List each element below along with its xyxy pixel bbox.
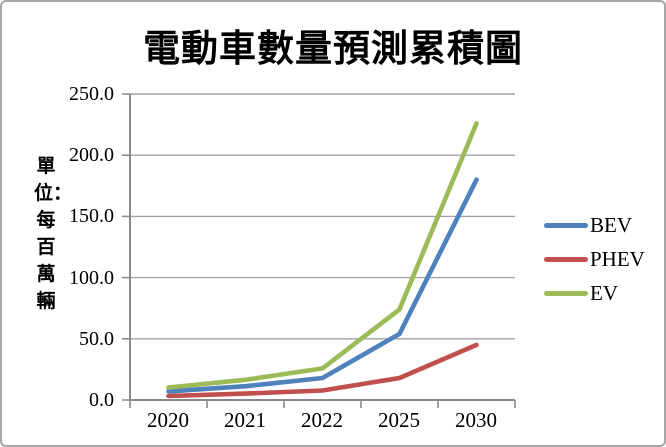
y-tick-label-100: 100.0 bbox=[69, 267, 114, 289]
y-tick-label-50: 50.0 bbox=[79, 328, 114, 350]
series-line-bev bbox=[166, 177, 479, 394]
legend-line-ev-swatch bbox=[544, 290, 588, 296]
legend-item-bev: BEV bbox=[544, 212, 645, 238]
x-tick-label-2022: 2022 bbox=[301, 408, 343, 432]
x-tick-label-2021: 2021 bbox=[224, 408, 266, 432]
legend-line-bev-swatch bbox=[544, 222, 588, 228]
y-tick-label-0: 0.0 bbox=[89, 389, 114, 411]
series-line-phev bbox=[166, 342, 479, 399]
y-tick-label-150: 150.0 bbox=[69, 205, 114, 227]
legend-line-phev-swatch bbox=[544, 256, 588, 262]
legend-item-ev: EV bbox=[544, 280, 645, 306]
series-line-ev bbox=[166, 121, 479, 390]
y-tick-label-200: 200.0 bbox=[69, 144, 114, 166]
legend: BEV PHEV EV bbox=[544, 212, 645, 306]
x-tick-label-2020: 2020 bbox=[147, 408, 189, 432]
chart-title: 電動車數量預測累積圖 bbox=[143, 29, 523, 70]
legend-label-phev: PHEV bbox=[590, 247, 645, 271]
legend-label-ev: EV bbox=[590, 281, 618, 305]
legend-label-bev: BEV bbox=[590, 213, 632, 237]
legend-item-phev: PHEV bbox=[544, 246, 645, 272]
y-tick-label-250: 250.0 bbox=[69, 83, 114, 105]
x-tick-label-2030: 2030 bbox=[455, 408, 497, 432]
x-tick-label-2025: 2025 bbox=[378, 408, 420, 432]
